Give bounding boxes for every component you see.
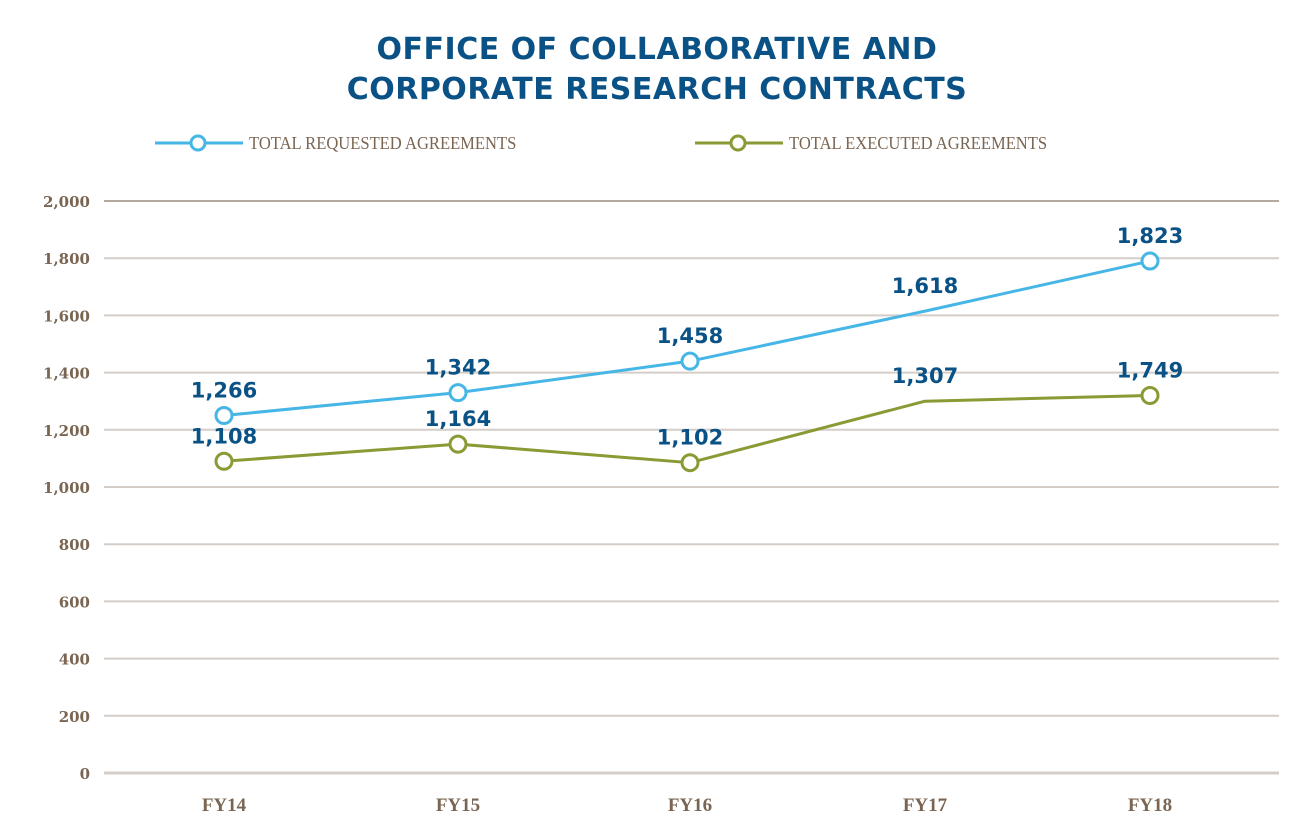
data-label: 1,749: [1117, 358, 1183, 382]
y-axis: 0 200 400 600 800 1,000 1,200 1,400 1,600 1,800 2,…: [43, 193, 90, 783]
y-tick-label: 2,000: [43, 193, 90, 211]
x-tick-label: FY15: [436, 795, 480, 816]
data-labels: 1,266 1,342 1,458 1,618 1,823 1,108 1,164 1,102…: [191, 224, 1183, 450]
data-label: 1,266: [191, 379, 257, 403]
x-tick-label: FY18: [1128, 795, 1172, 816]
chart-title: OFFICE OF COLLABORATIVE AND CORPORATE RE…: [0, 30, 1314, 110]
data-point: [214, 406, 234, 425]
chart-title-line-2: CORPORATE RESEARCH CONTRACTS: [346, 72, 968, 107]
y-tick-label: 1,200: [43, 422, 90, 440]
chart-title-line-1: OFFICE OF COLLABORATIVE AND: [376, 32, 938, 67]
data-label: 1,307: [892, 364, 958, 388]
data-label: 1,342: [425, 356, 491, 380]
data-point: [680, 351, 700, 371]
y-tick-label: 1,600: [43, 307, 90, 325]
y-tick-label: 0: [80, 765, 90, 783]
data-point: [1140, 385, 1160, 405]
data-label: 1,108: [191, 424, 257, 448]
data-label: 1,823: [1117, 224, 1183, 248]
y-tick-label: 800: [59, 536, 90, 554]
legend-item-requested: TOTAL REQUESTED AGREEMENTS: [155, 128, 540, 158]
x-tick-label: FY17: [903, 795, 948, 816]
data-label: 1,102: [657, 426, 723, 450]
data-point: [448, 383, 468, 403]
data-label: 1,618: [892, 274, 958, 298]
legend-label-requested: TOTAL REQUESTED AGREEMENTS: [249, 132, 517, 153]
y-tick-label: 200: [59, 708, 90, 726]
data-label: 1,458: [657, 324, 723, 348]
data-point: [680, 453, 700, 473]
legend-item-executed: TOTAL EXECUTED AGREEMENTS: [695, 128, 1070, 158]
y-tick-label: 600: [59, 593, 90, 611]
x-tick-label: FY16: [668, 795, 712, 816]
data-point: [214, 451, 234, 471]
data-point: [1140, 251, 1160, 271]
x-tick-label: FY14: [202, 795, 247, 816]
legend-label-executed: TOTAL EXECUTED AGREEMENTS: [789, 132, 1048, 153]
grid: [102, 200, 1281, 818]
y-tick-label: 1,800: [43, 250, 90, 268]
x-axis: FY14 FY15 FY16 FY17 FY18: [202, 795, 1172, 816]
legend-marker-executed-icon: [695, 134, 783, 152]
y-tick-label: 400: [59, 651, 90, 669]
data-point: [448, 434, 468, 454]
y-tick-label: 1,400: [43, 365, 90, 383]
legend-marker-requested-icon: [155, 134, 243, 152]
data-label: 1,164: [425, 407, 491, 431]
legend: TOTAL REQUESTED AGREEMENTS TOTAL EXECUTE…: [0, 128, 1314, 158]
series-group: [214, 251, 1160, 473]
y-tick-label: 1,000: [43, 479, 90, 497]
